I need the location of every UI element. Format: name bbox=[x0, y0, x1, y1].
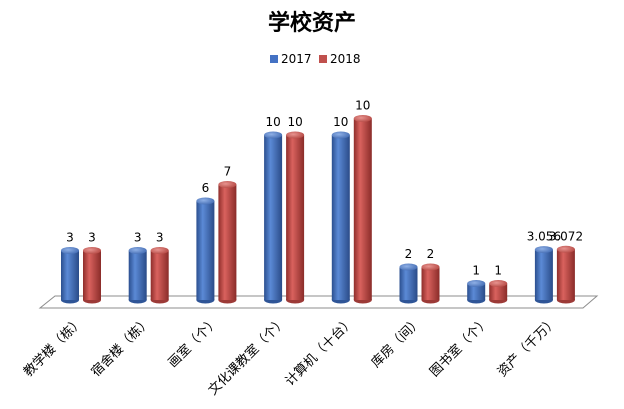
x-tick-label-2: 画室（个） bbox=[165, 314, 222, 371]
data-label-2017-7: 3.056 bbox=[527, 230, 561, 244]
bar-2017-1 bbox=[128, 247, 147, 304]
bar-2018-1 bbox=[150, 247, 169, 304]
plot-floor bbox=[38, 295, 599, 309]
bar-2017-4 bbox=[331, 131, 350, 304]
bar-2017-0 bbox=[61, 247, 79, 304]
data-label-2018-7: 3.072 bbox=[549, 229, 583, 243]
bar-2017-2 bbox=[196, 197, 215, 304]
data-label-2017-2: 6 bbox=[202, 181, 210, 195]
x-tick-label-0: 教学楼（栋） bbox=[20, 314, 86, 380]
category-axis: 教学楼（栋） 宿舍楼（栋） 画室（个）文化课教室（个）计算机（十台） 库房（间） 图书室… bbox=[20, 314, 560, 399]
x-tick-label-6: 图书室（个） bbox=[427, 314, 493, 380]
data-label-2018-4: 10 bbox=[355, 99, 370, 113]
bar-2017-3 bbox=[264, 131, 283, 304]
bar-2018-6 bbox=[489, 280, 508, 304]
legend-label-2017: 2017 bbox=[281, 52, 312, 66]
bar-2018-4 bbox=[353, 115, 372, 304]
data-label-2017-3: 10 bbox=[265, 115, 280, 129]
legend-swatch-2017 bbox=[270, 55, 278, 63]
chart-title: 学校资产 bbox=[268, 10, 356, 36]
bar-2017-6 bbox=[467, 280, 486, 304]
data-label-2018-6: 1 bbox=[494, 264, 502, 278]
bar-2017-7 bbox=[534, 246, 553, 304]
data-label-2017-0: 3 bbox=[66, 231, 74, 245]
bar-2018-0 bbox=[83, 247, 101, 304]
x-tick-label-4: 计算机（十台） bbox=[283, 314, 358, 389]
legend-label-2018: 2018 bbox=[330, 52, 361, 66]
bar-2018-3 bbox=[286, 131, 305, 304]
data-label-2017-1: 3 bbox=[134, 231, 142, 245]
data-label-2018-1: 3 bbox=[156, 231, 164, 245]
data-label-2017-4: 10 bbox=[333, 115, 348, 129]
x-tick-label-7: 资产（千万） bbox=[495, 314, 561, 380]
bar-2018-5 bbox=[421, 263, 440, 304]
data-label-2018-2: 7 bbox=[224, 165, 232, 179]
bars-layer bbox=[61, 115, 575, 304]
legend-swatch-2018 bbox=[319, 55, 327, 63]
data-label-2017-5: 2 bbox=[405, 247, 413, 261]
data-label-2017-6: 1 bbox=[472, 264, 480, 278]
bar-2017-5 bbox=[399, 263, 418, 304]
data-label-2018-5: 2 bbox=[427, 247, 435, 261]
legend: 2017 2018 bbox=[270, 52, 361, 66]
x-tick-label-1: 宿舍楼（栋） bbox=[88, 314, 154, 380]
bar-2018-2 bbox=[218, 181, 237, 304]
data-label-2018-3: 10 bbox=[287, 115, 302, 129]
x-tick-label-5: 库房（间） bbox=[368, 314, 425, 371]
bar-2018-7 bbox=[556, 245, 575, 304]
data-label-2018-0: 3 bbox=[88, 231, 96, 245]
